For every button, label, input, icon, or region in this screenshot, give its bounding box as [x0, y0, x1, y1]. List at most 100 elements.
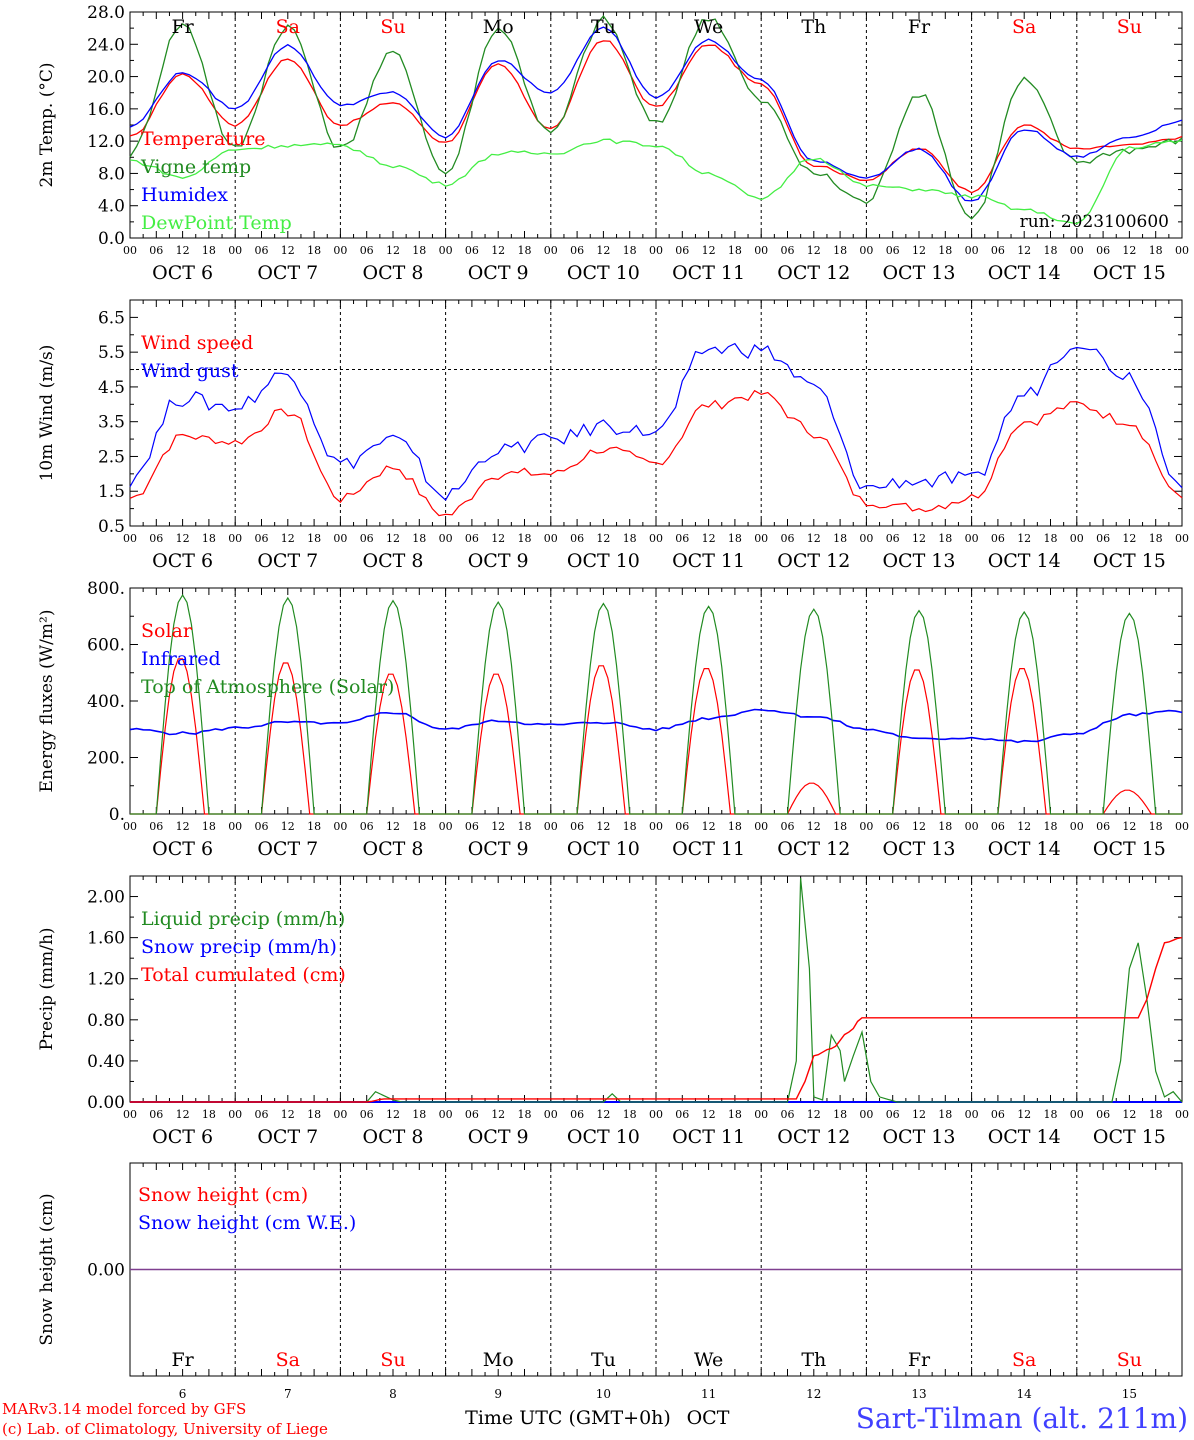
day-abbr: Fr [908, 1349, 931, 1371]
legend-entry: Vigne temp [140, 156, 251, 178]
hour-label: 06 [149, 244, 163, 257]
hour-label: 06 [149, 820, 163, 833]
legend-entry: Snow height (cm) [138, 1184, 308, 1206]
hour-label: 12 [386, 532, 400, 545]
station-name: Sart-Tilman (alt. 211m) [856, 1402, 1188, 1435]
hour-label: 00 [1070, 532, 1084, 545]
hour-label: 12 [176, 532, 190, 545]
y-tick-label: 800. [87, 579, 125, 599]
hour-label: 18 [623, 820, 637, 833]
hour-label: 18 [202, 244, 216, 257]
day-abbr: We [694, 16, 723, 38]
hour-label: 18 [623, 1108, 637, 1121]
y-tick-label: 5.5 [98, 343, 125, 363]
hour-label: 06 [570, 820, 584, 833]
hour-label: 18 [1149, 244, 1163, 257]
hour-label: 12 [1122, 532, 1136, 545]
hour-label: 00 [544, 1108, 558, 1121]
hour-label: 12 [596, 244, 610, 257]
hour-label: 12 [1017, 1108, 1031, 1121]
y-tick-label: 0. [109, 805, 125, 825]
date-label: OCT 6 [152, 550, 213, 572]
model-credit: MARv3.14 model forced by GFS [2, 1400, 246, 1418]
date-label: OCT 12 [777, 550, 850, 572]
hour-label: 06 [465, 244, 479, 257]
y-tick-label: 0.0 [98, 229, 125, 249]
Infrared-line [129, 708, 1183, 744]
hour-label: 00 [439, 532, 453, 545]
legend-entry: Temperature [141, 128, 265, 150]
date-label: OCT 15 [1093, 262, 1166, 284]
date-label: OCT 8 [363, 1126, 424, 1148]
hour-label: 06 [886, 244, 900, 257]
x-axis-label: Time UTC (GMT+0h) [465, 1407, 671, 1429]
hour-label: 00 [649, 244, 663, 257]
hour-label: 06 [886, 820, 900, 833]
DewPoint Temp-line [129, 138, 1183, 225]
hour-label: 00 [1175, 244, 1189, 257]
day-number: 7 [284, 1387, 292, 1401]
hour-label: 18 [728, 532, 742, 545]
date-label: OCT 7 [257, 262, 318, 284]
panel-5: 0.00 Snow height (cm) Snow height (cm) Snow… [37, 1162, 1183, 1401]
hour-label: 18 [1149, 820, 1163, 833]
hour-label: 00 [1070, 244, 1084, 257]
day-abbr: Su [1117, 16, 1142, 38]
date-label: OCT 6 [152, 262, 213, 284]
date-label: OCT 10 [567, 1126, 640, 1148]
hour-label: 18 [938, 532, 952, 545]
y-tick-label: 3.5 [98, 413, 125, 433]
y-tick-label: 0.80 [87, 1011, 125, 1031]
hour-label: 12 [491, 1108, 505, 1121]
Liquid-precip-line [130, 878, 1183, 1103]
y-axis-label: 2m Temp. (°C) [37, 62, 57, 187]
day-abbr: Tu [591, 16, 616, 38]
panel-3: 0. 200. 400. 600. 800. Energy fluxes (W/m²) 00… [37, 579, 1189, 860]
hour-label: 00 [228, 532, 242, 545]
y-tick-label: 200. [87, 749, 125, 769]
day-abbr: Su [1117, 1349, 1142, 1371]
date-label: OCT 10 [567, 550, 640, 572]
legend-entry: Humidex [141, 184, 228, 206]
hour-label: 06 [781, 244, 795, 257]
legend-entry: Infrared [141, 648, 221, 670]
hour-label: 18 [938, 244, 952, 257]
day-abbr: Mo [483, 1349, 514, 1371]
day-number: 11 [701, 1387, 716, 1401]
hour-label: 06 [991, 1108, 1005, 1121]
date-label: OCT 7 [257, 550, 318, 572]
Humidex-line [129, 26, 1183, 202]
y-tick-label: 4.0 [98, 197, 125, 217]
date-label: OCT 15 [1093, 550, 1166, 572]
y-axis-label: Snow height (cm) [37, 1193, 57, 1345]
hour-label: 18 [1044, 820, 1058, 833]
hour-label: 00 [754, 1108, 768, 1121]
legend-entry: Wind speed [141, 332, 253, 354]
panel-4: 0.00 0.40 0.80 1.20 1.60 2.00 Precip (mm/h) 00 0… [37, 875, 1189, 1148]
date-label: OCT 11 [672, 262, 745, 284]
Temperature-line [129, 40, 1183, 194]
footer: MARv3.14 model forced by GFS (c) Lab. of… [2, 1400, 1188, 1438]
date-label: OCT 11 [672, 838, 745, 860]
hour-label: 12 [386, 244, 400, 257]
hour-label: 12 [807, 244, 821, 257]
date-label: OCT 7 [257, 1126, 318, 1148]
hour-label: 12 [702, 820, 716, 833]
panel-1: 0.0 4.0 8.0 12.0 16.0 20.0 24.0 28.0 2m Temp. (°… [37, 3, 1189, 284]
hour-label: 06 [1096, 532, 1110, 545]
legend-entry: Total cumulated (cm) [141, 964, 346, 986]
hour-label: 18 [518, 532, 532, 545]
hour-label: 06 [781, 532, 795, 545]
hour-label: 18 [307, 244, 321, 257]
hour-label: 00 [1070, 820, 1084, 833]
day-abbr: Su [380, 1349, 405, 1371]
hour-label: 00 [228, 820, 242, 833]
day-abbr: Sa [1012, 16, 1036, 38]
hour-label: 06 [255, 244, 269, 257]
day-number: 8 [389, 1387, 397, 1401]
date-label: OCT 8 [363, 838, 424, 860]
hour-label: 00 [228, 1108, 242, 1121]
hour-label: 18 [202, 820, 216, 833]
hour-label: 06 [675, 820, 689, 833]
hour-label: 00 [1175, 1108, 1189, 1121]
